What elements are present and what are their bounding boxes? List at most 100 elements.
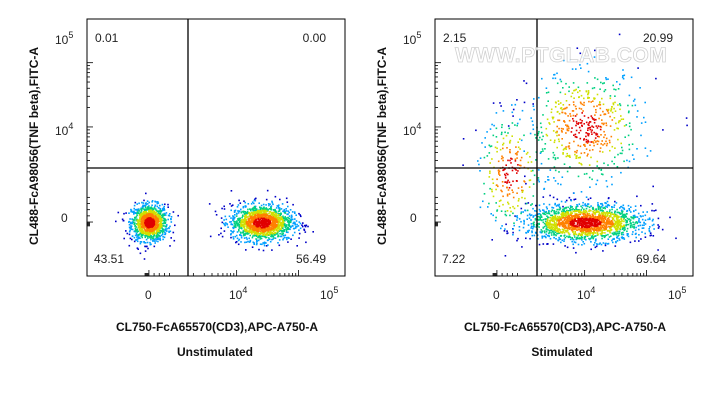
data-point bbox=[502, 195, 504, 198]
data-point bbox=[576, 204, 578, 206]
data-point bbox=[569, 238, 572, 241]
data-point bbox=[583, 216, 585, 219]
data-point bbox=[591, 236, 593, 239]
data-point bbox=[289, 221, 292, 224]
data-point bbox=[277, 212, 279, 215]
data-point bbox=[569, 166, 571, 168]
data-point bbox=[602, 82, 604, 85]
data-point bbox=[602, 213, 604, 216]
data-point bbox=[263, 244, 266, 247]
data-point bbox=[623, 229, 625, 232]
data-point bbox=[235, 234, 238, 237]
data-point bbox=[602, 123, 605, 126]
data-point bbox=[269, 210, 272, 213]
data-point bbox=[547, 212, 550, 215]
data-point bbox=[502, 110, 505, 112]
data-point bbox=[595, 228, 597, 231]
data-point bbox=[600, 206, 603, 208]
data-point bbox=[605, 108, 608, 111]
data-point bbox=[639, 221, 642, 224]
data-point bbox=[635, 232, 637, 235]
data-point bbox=[163, 225, 165, 227]
data-point bbox=[621, 212, 624, 214]
data-point bbox=[617, 217, 619, 219]
data-point bbox=[145, 192, 147, 195]
data-point bbox=[225, 222, 227, 224]
data-point bbox=[512, 196, 515, 199]
data-point bbox=[274, 222, 277, 225]
data-point bbox=[286, 238, 288, 241]
data-point bbox=[255, 208, 258, 210]
data-point bbox=[267, 222, 270, 224]
data-point bbox=[644, 121, 647, 123]
data-point bbox=[610, 176, 613, 178]
data-point bbox=[593, 56, 596, 58]
data-point bbox=[533, 174, 536, 177]
data-point bbox=[622, 75, 624, 77]
data-point bbox=[572, 233, 575, 235]
data-point bbox=[557, 239, 559, 241]
data-point bbox=[547, 243, 549, 245]
data-point bbox=[136, 238, 139, 240]
data-point bbox=[527, 231, 529, 233]
data-point bbox=[540, 131, 543, 134]
data-point bbox=[257, 230, 260, 233]
data-point bbox=[602, 235, 605, 237]
data-point bbox=[301, 224, 303, 226]
data-point bbox=[600, 81, 602, 84]
data-point bbox=[502, 169, 504, 172]
data-point bbox=[238, 228, 240, 231]
data-point bbox=[159, 220, 161, 222]
data-point bbox=[295, 220, 298, 222]
data-point bbox=[269, 203, 271, 206]
data-point bbox=[270, 235, 272, 238]
data-point bbox=[477, 160, 479, 162]
data-point bbox=[141, 219, 143, 221]
data-point bbox=[577, 175, 580, 178]
data-point bbox=[115, 220, 117, 223]
data-point bbox=[516, 219, 518, 221]
data-point bbox=[136, 228, 138, 231]
data-point bbox=[619, 152, 622, 155]
data-point bbox=[155, 235, 157, 238]
data-point bbox=[620, 233, 623, 236]
data-point bbox=[504, 228, 506, 230]
data-point bbox=[580, 209, 583, 211]
data-point bbox=[147, 209, 149, 211]
data-point bbox=[260, 204, 263, 207]
data-point bbox=[155, 232, 157, 235]
data-point bbox=[299, 214, 301, 216]
data-point bbox=[628, 122, 631, 124]
data-point bbox=[639, 224, 642, 227]
data-point bbox=[271, 233, 274, 236]
data-point bbox=[270, 222, 272, 224]
data-point bbox=[548, 211, 550, 213]
data-point bbox=[539, 219, 542, 221]
data-point bbox=[253, 202, 255, 205]
data-point bbox=[545, 224, 547, 226]
data-point bbox=[506, 186, 508, 189]
data-point bbox=[632, 216, 634, 219]
data-point bbox=[550, 111, 553, 114]
data-point bbox=[566, 235, 568, 238]
data-point bbox=[151, 204, 153, 207]
data-point bbox=[616, 220, 619, 222]
data-point bbox=[256, 235, 258, 238]
data-point bbox=[602, 229, 604, 231]
data-point bbox=[563, 232, 566, 234]
data-point bbox=[128, 226, 131, 229]
data-point bbox=[616, 214, 618, 217]
data-point bbox=[240, 219, 243, 221]
data-point bbox=[288, 215, 291, 217]
data-point bbox=[234, 225, 236, 227]
data-point bbox=[514, 215, 516, 217]
data-point bbox=[521, 109, 524, 112]
data-point bbox=[609, 115, 611, 118]
data-point bbox=[514, 103, 517, 106]
data-point bbox=[161, 216, 163, 218]
data-point bbox=[562, 228, 565, 231]
data-point bbox=[595, 109, 597, 111]
data-point bbox=[253, 207, 256, 210]
data-point bbox=[234, 235, 236, 238]
data-point bbox=[587, 198, 590, 201]
